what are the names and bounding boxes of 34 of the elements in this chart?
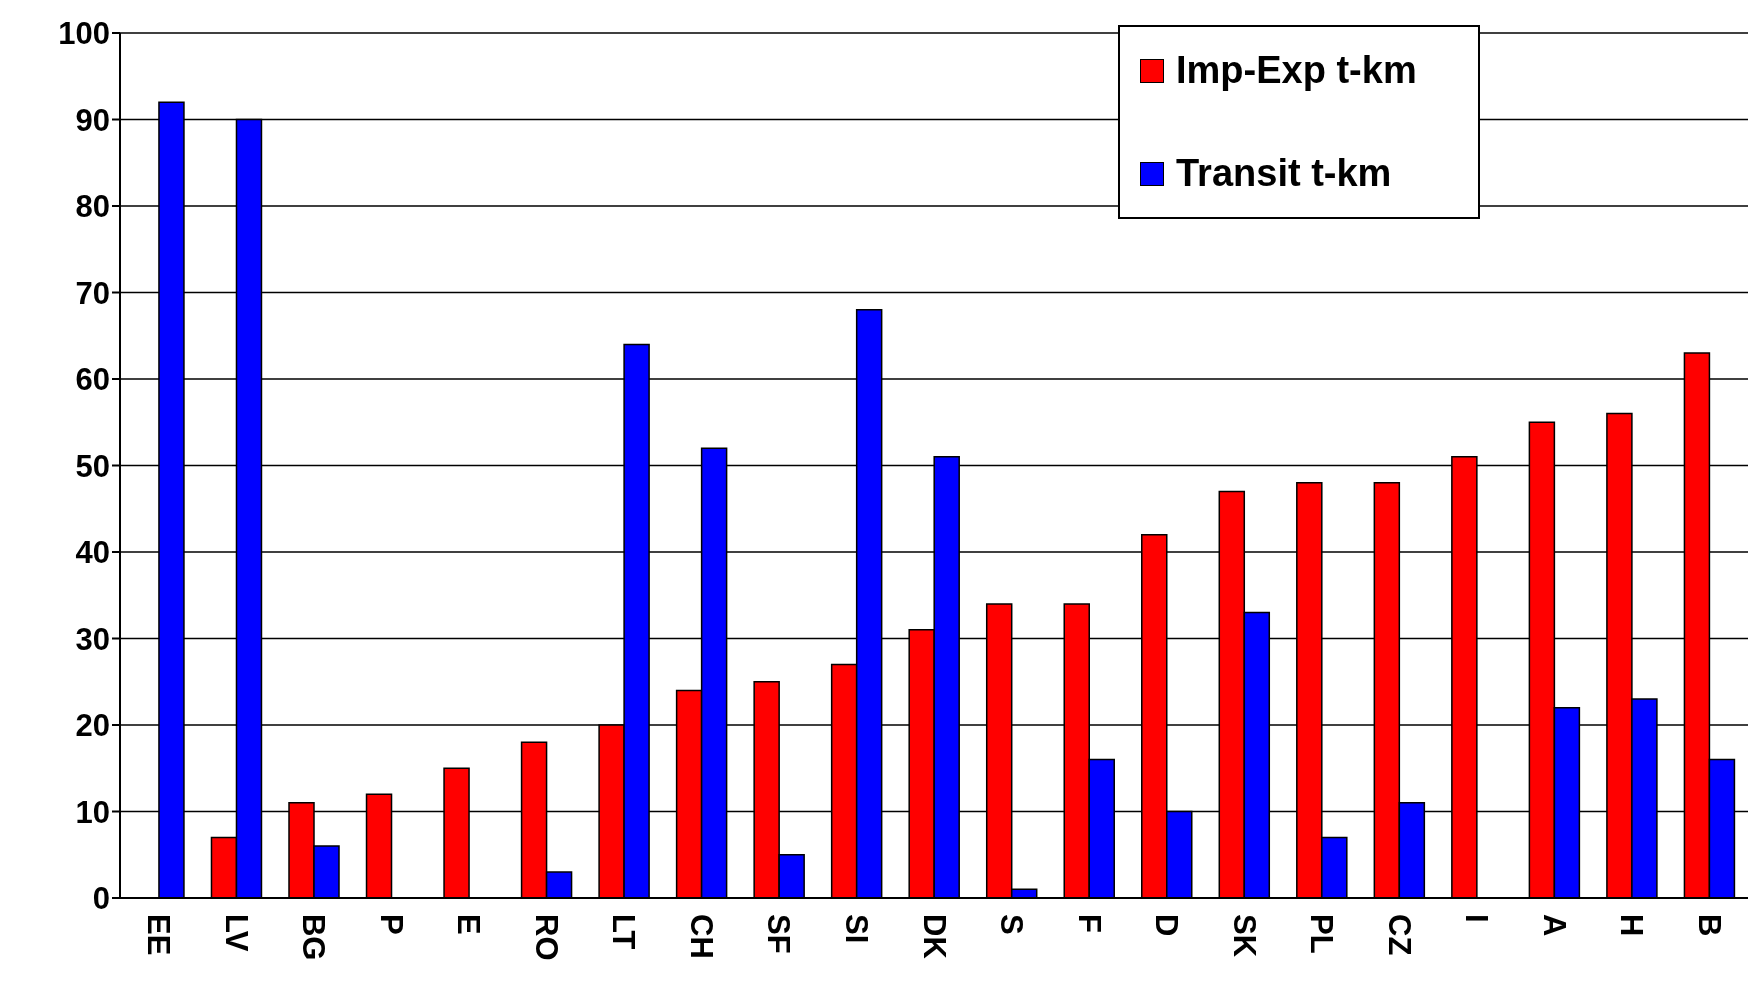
x-tick-label: LT (606, 914, 642, 950)
x-tick-label: D (1149, 914, 1185, 937)
x-tick-label: DK (916, 914, 952, 960)
y-tick-label: 70 (75, 275, 110, 311)
x-tick-label: EE (141, 914, 177, 956)
x-tick-label: CH (683, 914, 719, 959)
x-tick-label: SF (761, 914, 797, 954)
x-tick-label: SI (838, 914, 874, 944)
y-tick-label: 90 (75, 102, 110, 138)
y-tick-label: 10 (75, 794, 110, 830)
y-tick-label: 60 (75, 362, 110, 398)
y-tick-label: 30 (75, 621, 110, 657)
x-tick-label: I (1459, 914, 1495, 923)
legend-label: Transit t-km (1176, 152, 1392, 195)
x-tick-label: SK (1226, 914, 1262, 958)
x-tick-label: H (1614, 914, 1650, 937)
x-tick-label: B (1691, 914, 1727, 937)
x-tick-label: CZ (1381, 914, 1417, 956)
x-tick-label: A (1536, 914, 1572, 937)
x-tick-label: PL (1304, 914, 1340, 954)
y-tick-label: 100 (58, 16, 110, 52)
x-tick-label: P (373, 914, 409, 935)
x-tick-label: LV (218, 914, 254, 952)
y-tick-label: 40 (75, 535, 110, 571)
y-tick-label: 80 (75, 189, 110, 225)
x-tick-label: F (1071, 914, 1107, 933)
x-tick-label: S (994, 914, 1030, 935)
y-tick-label: 0 (92, 881, 110, 917)
y-tick-label: 20 (75, 708, 110, 744)
y-tick-label: 50 (75, 448, 110, 484)
legend-label: Imp-Exp t-km (1176, 49, 1417, 92)
x-tick-label: RO (528, 914, 564, 961)
x-tick-label: E (451, 914, 487, 935)
x-tick-label: BG (296, 914, 332, 961)
